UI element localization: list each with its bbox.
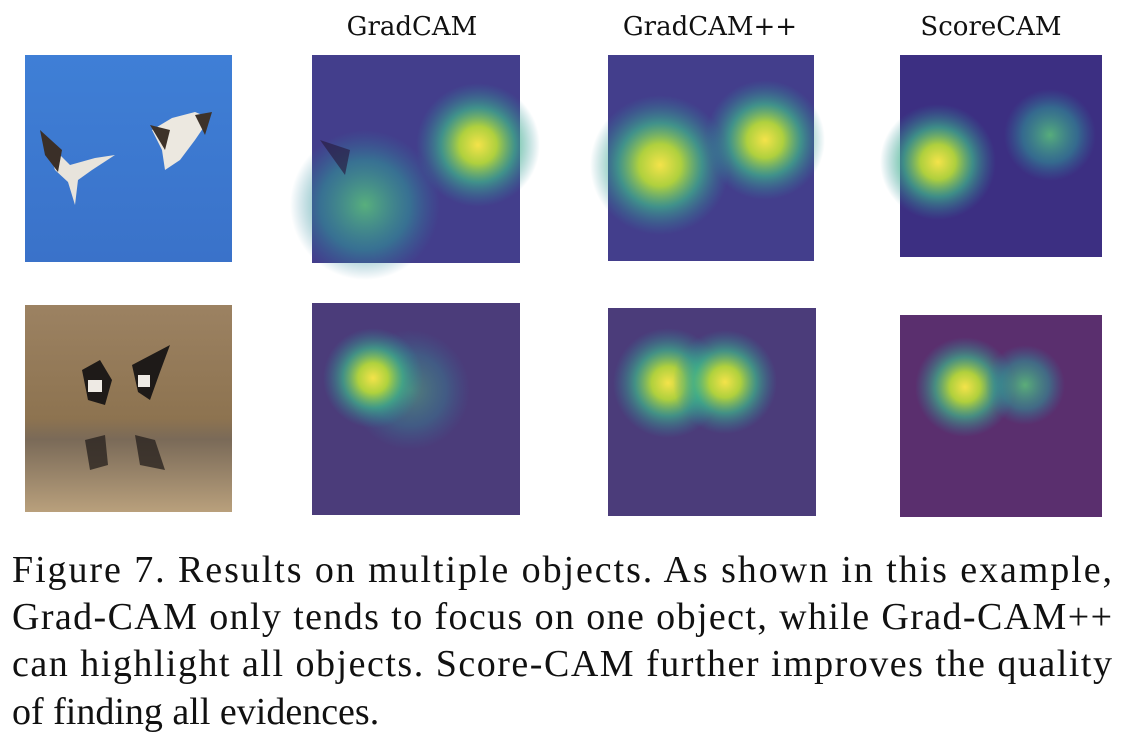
column-header: ScoreCAM: [920, 12, 1061, 42]
column-header: GradCAM: [347, 12, 478, 42]
caption: Figure 7. Results on multiple objects. A…: [12, 549, 1112, 733]
scorecam-map: [880, 55, 1102, 257]
scorecam-map: [900, 315, 1102, 517]
gradcampp-map: [590, 55, 825, 261]
column-header: GradCAM++: [623, 12, 797, 42]
caption-line: can highlight all objects. Score-CAM fur…: [12, 643, 1112, 685]
caption-line: Grad-CAM only tends to focus on one obje…: [12, 596, 1112, 638]
input-image: [25, 55, 232, 262]
caption-line: Figure 7. Results on multiple objects. A…: [12, 549, 1112, 591]
input-image: [25, 305, 232, 512]
gradcampp-map: [608, 308, 816, 516]
column-headers: GradCAM GradCAM++ ScoreCAM: [347, 12, 1062, 42]
gradcam-map: [312, 303, 520, 515]
caption-line: of finding all evidences.: [12, 691, 379, 733]
gradcam-map: [290, 55, 540, 280]
